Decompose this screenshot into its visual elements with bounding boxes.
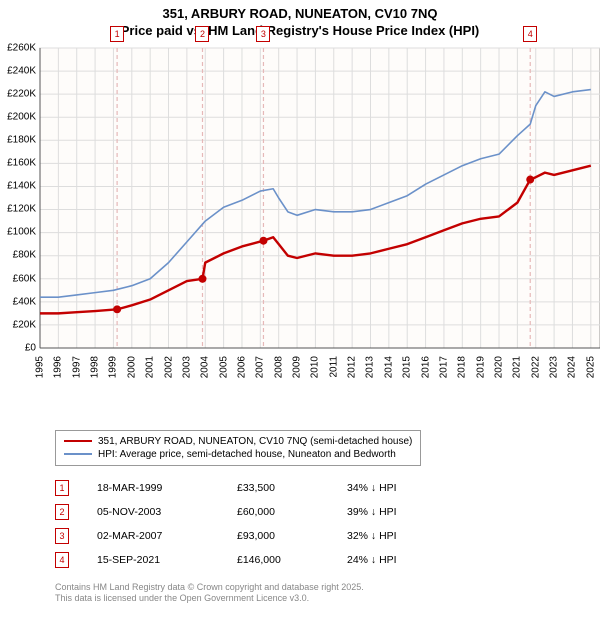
x-tick-label: 2017 (438, 356, 449, 378)
chart-marker-label: 4 (523, 26, 537, 42)
legend-row: 351, ARBURY ROAD, NUNEATON, CV10 7NQ (se… (64, 435, 412, 448)
x-tick-label: 2020 (494, 356, 505, 378)
x-tick-label: 2023 (549, 356, 560, 378)
event-date: 02-MAR-2007 (97, 530, 237, 542)
event-date: 05-NOV-2003 (97, 506, 237, 518)
x-tick-label: 2022 (530, 356, 541, 378)
y-tick-label: £120K (7, 204, 36, 215)
legend-row: HPI: Average price, semi-detached house,… (64, 448, 412, 461)
event-price: £93,000 (237, 530, 347, 542)
y-tick-label: £20K (13, 319, 36, 330)
x-tick-label: 2005 (218, 356, 229, 378)
x-tick-label: 1999 (108, 356, 119, 378)
x-tick-label: 1995 (35, 356, 46, 378)
x-tick-label: 2001 (145, 356, 156, 378)
event-price: £33,500 (237, 482, 347, 494)
x-tick-label: 2018 (457, 356, 468, 378)
x-tick-label: 2004 (200, 356, 211, 378)
chart-marker-label: 1 (110, 26, 124, 42)
event-date: 18-MAR-1999 (97, 482, 237, 494)
x-tick-label: 1997 (71, 356, 82, 378)
y-tick-label: £60K (13, 273, 36, 284)
legend-text: 351, ARBURY ROAD, NUNEATON, CV10 7NQ (se… (98, 436, 412, 447)
event-marker: 1 (55, 480, 69, 496)
event-date: 15-SEP-2021 (97, 554, 237, 566)
x-tick-label: 2021 (512, 356, 523, 378)
x-tick-label: 2015 (402, 356, 413, 378)
x-tick-label: 1996 (53, 356, 64, 378)
chart-marker-label: 2 (195, 26, 209, 42)
x-tick-label: 2010 (310, 356, 321, 378)
y-tick-label: £0 (25, 342, 36, 353)
event-price: £146,000 (237, 554, 347, 566)
events-table: 1 18-MAR-1999 £33,500 34% ↓ HPI 2 05-NOV… (55, 476, 600, 572)
x-tick-label: 2016 (420, 356, 431, 378)
x-tick-label: 2008 (273, 356, 284, 378)
event-row: 2 05-NOV-2003 £60,000 39% ↓ HPI (55, 500, 600, 524)
y-tick-label: £180K (7, 135, 36, 146)
x-tick-label: 2014 (383, 356, 394, 378)
y-tick-label: £240K (7, 65, 36, 76)
event-marker: 3 (55, 528, 69, 544)
x-tick-label: 2013 (365, 356, 376, 378)
x-tick-label: 2012 (347, 356, 358, 378)
x-tick-label: 2006 (236, 356, 247, 378)
x-tick-label: 2002 (163, 356, 174, 378)
x-tick-label: 2003 (181, 356, 192, 378)
attribution: Contains HM Land Registry data © Crown c… (55, 582, 600, 605)
y-tick-label: £80K (13, 250, 36, 261)
y-tick-label: £200K (7, 112, 36, 123)
y-tick-label: £40K (13, 296, 36, 307)
event-price: £60,000 (237, 506, 347, 518)
attribution-line1: Contains HM Land Registry data © Crown c… (55, 582, 600, 594)
legend: 351, ARBURY ROAD, NUNEATON, CV10 7NQ (se… (55, 430, 421, 466)
x-tick-label: 2011 (328, 356, 339, 378)
attribution-line2: This data is licensed under the Open Gov… (55, 593, 600, 605)
y-tick-label: £160K (7, 158, 36, 169)
chart-marker-label: 3 (256, 26, 270, 42)
event-marker: 4 (55, 552, 69, 568)
event-row: 1 18-MAR-1999 £33,500 34% ↓ HPI (55, 476, 600, 500)
event-marker: 2 (55, 504, 69, 520)
x-tick-label: 2000 (126, 356, 137, 378)
chart-area: £0£20K£40K£60K£80K£100K£120K£140K£160K£1… (40, 48, 600, 388)
chart-title: 351, ARBURY ROAD, NUNEATON, CV10 7NQ Pri… (0, 0, 600, 40)
x-tick-label: 2019 (475, 356, 486, 378)
legend-swatch (64, 453, 92, 455)
event-pct: 24% ↓ HPI (347, 554, 397, 566)
legend-text: HPI: Average price, semi-detached house,… (98, 449, 396, 460)
legend-swatch (64, 440, 92, 442)
event-pct: 39% ↓ HPI (347, 506, 397, 518)
y-tick-label: £140K (7, 181, 36, 192)
y-tick-label: £260K (7, 42, 36, 53)
x-tick-label: 2009 (292, 356, 303, 378)
event-pct: 32% ↓ HPI (347, 530, 397, 542)
x-tick-label: 1998 (90, 356, 101, 378)
chart-svg (40, 48, 600, 348)
y-tick-label: £100K (7, 227, 36, 238)
title-line2: Price paid vs. HM Land Registry's House … (0, 23, 600, 40)
x-tick-label: 2025 (585, 356, 596, 378)
event-row: 3 02-MAR-2007 £93,000 32% ↓ HPI (55, 524, 600, 548)
page-container: 351, ARBURY ROAD, NUNEATON, CV10 7NQ Pri… (0, 0, 600, 620)
y-tick-label: £220K (7, 88, 36, 99)
x-tick-label: 2007 (255, 356, 266, 378)
event-pct: 34% ↓ HPI (347, 482, 397, 494)
event-row: 4 15-SEP-2021 £146,000 24% ↓ HPI (55, 548, 600, 572)
title-line1: 351, ARBURY ROAD, NUNEATON, CV10 7NQ (0, 6, 600, 23)
x-tick-label: 2024 (567, 356, 578, 378)
